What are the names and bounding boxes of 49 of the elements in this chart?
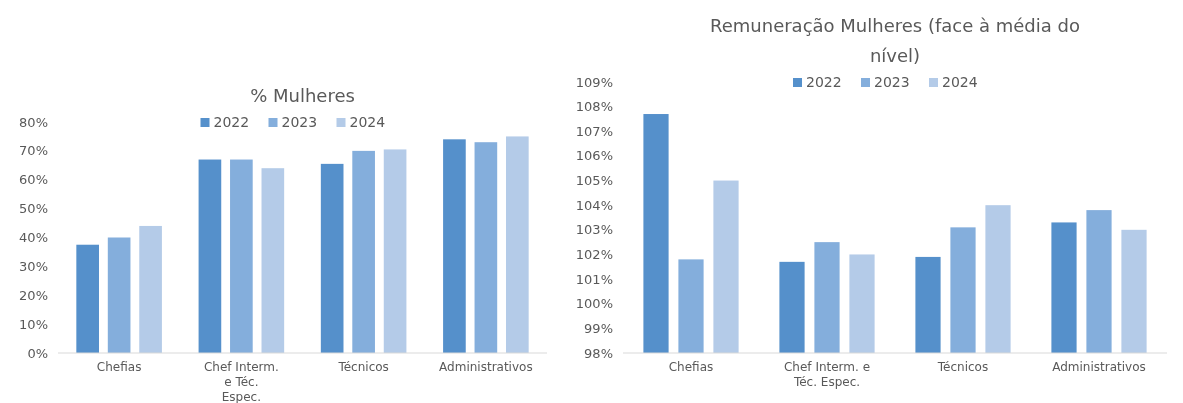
y-tick-label: 104% <box>575 197 613 213</box>
bar <box>506 136 529 353</box>
legend-label: 2022 <box>213 114 250 130</box>
bar <box>320 163 344 353</box>
y-tick-label: 106% <box>575 148 613 164</box>
x-tick-label: Chefias <box>668 360 714 374</box>
y-tick-label: 107% <box>575 123 613 139</box>
y-tick-label: 108% <box>575 99 613 115</box>
bar <box>198 159 222 353</box>
bar <box>352 150 375 353</box>
x-tick-label: Administrativos <box>439 360 533 374</box>
bar <box>76 244 99 353</box>
legend-label: 2024 <box>349 114 386 130</box>
bar <box>230 159 253 353</box>
legend-label: 2022 <box>806 74 842 90</box>
y-tick-label: 102% <box>575 247 613 262</box>
legend-label: 2023 <box>874 74 910 90</box>
x-tick-label: Chefias <box>96 360 142 374</box>
y-tick-label: 70% <box>19 143 48 159</box>
y-tick-label: 60% <box>19 172 48 188</box>
y-tick-label: 10% <box>19 316 48 332</box>
bar <box>443 139 466 353</box>
y-tick-label: 103% <box>575 222 613 238</box>
y-tick-label: 20% <box>19 287 48 303</box>
legend-label: 2024 <box>942 74 978 90</box>
chart-title: Remuneração Mulheres (face à média do nível) <box>710 15 1080 66</box>
bar <box>383 149 407 353</box>
x-tick-label: Técnicos <box>337 360 389 374</box>
bar <box>107 237 131 353</box>
x-tick-label: Chef Interm. e Téc. Espec. <box>203 360 279 403</box>
y-tick-label: 99% <box>584 320 613 336</box>
bar <box>474 142 498 353</box>
bar <box>139 225 162 353</box>
y-tick-label: 98% <box>584 345 613 361</box>
y-tick-label: 50% <box>19 201 48 217</box>
y-tick-label: 101% <box>575 271 613 287</box>
y-tick-label: 0% <box>27 345 48 361</box>
y-tick-label: 30% <box>19 258 48 274</box>
y-tick-label: 40% <box>19 230 48 246</box>
chart-title: % Mulheres <box>250 85 355 106</box>
y-tick-label: 105% <box>575 173 613 189</box>
legend-label: 2023 <box>281 114 318 130</box>
x-tick-label: Técnicos <box>936 360 989 374</box>
x-tick-label: Chef Interm. e Téc. Espec. <box>783 360 871 389</box>
y-tick-label: 109% <box>575 74 613 90</box>
bar <box>261 168 285 353</box>
y-tick-label: 100% <box>575 296 613 312</box>
y-tick-label: 80% <box>19 114 48 130</box>
x-tick-label: Administrativos <box>1052 360 1146 374</box>
